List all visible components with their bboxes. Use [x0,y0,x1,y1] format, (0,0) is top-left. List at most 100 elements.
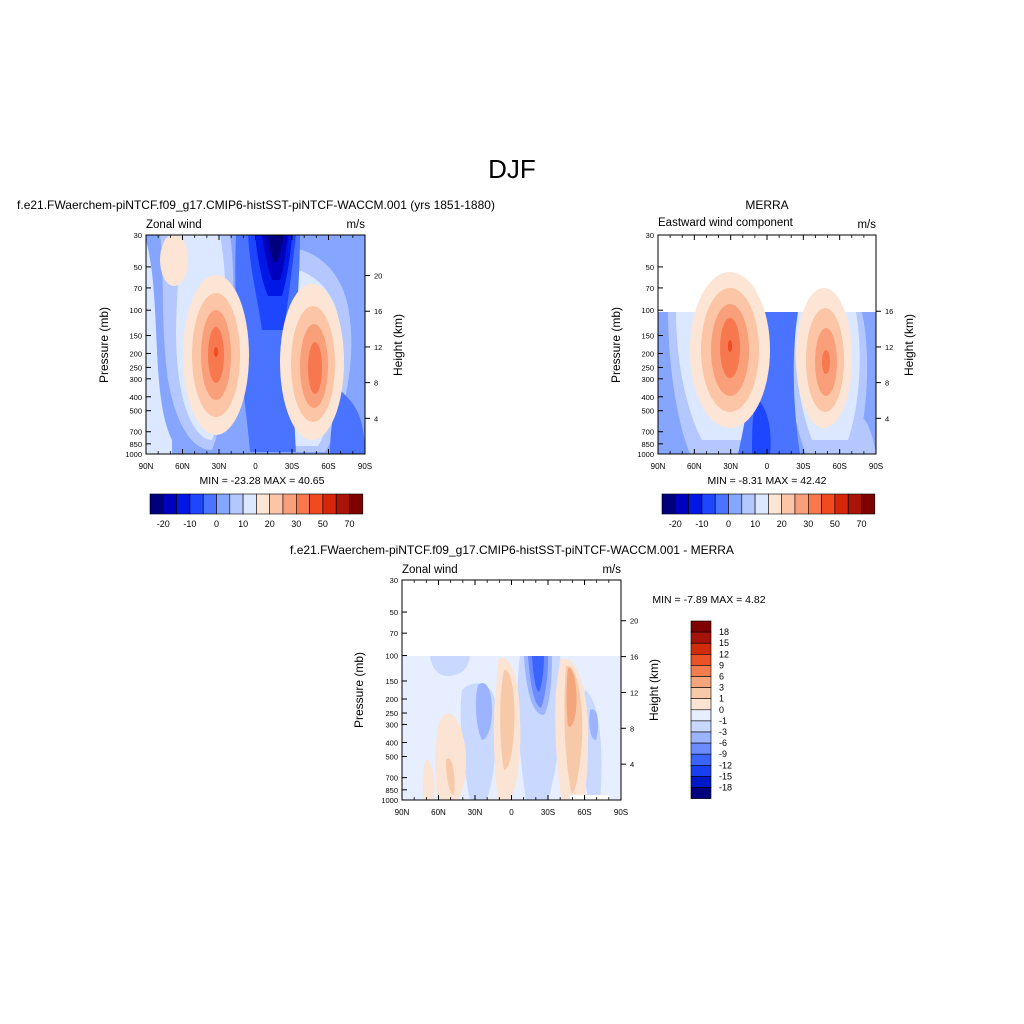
x-tick-label: 60N [687,462,702,471]
y-tick-label: 400 [385,739,398,748]
y-tick-label: 200 [641,349,654,358]
colorbar-swatch [690,665,712,677]
x-tick-label: 30N [212,462,227,471]
panel-diff-field [402,580,621,800]
panel-diff-axes: 90N 60N 30N 0 30S 60S 90S 30 50 70 100 150 200 250 300… [381,576,638,817]
colorbar-swatch [690,720,712,733]
y-tick-label: 30 [646,231,654,240]
y-tick-label: 500 [129,407,142,416]
colorbar-swatch [807,493,822,515]
y-tick-label: 50 [390,608,398,617]
y-tick-label: 150 [129,332,142,341]
colorbar-swatch [309,493,324,515]
colorbar-label: 20 [777,519,787,529]
field-band [422,759,435,800]
x-tick-label: 30S [796,462,810,471]
colorbar-swatch [768,493,783,515]
field-band [589,709,598,740]
x-tick-label: 90S [614,808,628,817]
colorbar-swatch [282,493,297,515]
panel-obs-title: MERRA [745,198,788,212]
y-tick-label: 200 [385,695,398,704]
colorbar-swatch [690,620,712,633]
colorbar-swatch [714,493,729,515]
y-tick-label: 300 [129,375,142,384]
y-tick-label: 30 [390,576,398,585]
panel-model-left-label: Zonal wind [146,219,202,231]
colorbar-swatch [794,493,809,515]
y-right-tick-label: 20 [374,272,382,281]
panel-diff: f.e21.FWaerchem-piNTCF.f09_g17.CMIP6-his… [290,543,766,817]
x-tick-label: 90N [395,808,410,817]
colorbar-swatch [690,709,712,722]
panel-obs-left-label: Eastward wind component [658,217,794,229]
colorbar-swatch [295,493,310,515]
jet-contour [822,350,830,374]
y-tick-label: 500 [641,407,654,416]
colorbar-label: 10 [750,519,760,529]
colorbar-swatch [674,493,689,515]
x-tick-label: 60N [175,462,190,471]
panel-model: f.e21.FWaerchem-piNTCF.f09_g17.CMIP6-his… [17,198,495,529]
field-band [500,669,515,770]
x-tick-label: 60S [321,462,335,471]
y-tick-label: 1000 [125,450,142,459]
colorbar-swatch [688,493,703,515]
colorbar-swatch [847,493,862,515]
y-tick-label: 100 [641,306,654,315]
y-tick-label: 150 [641,332,654,341]
field-band [752,400,771,454]
colorbar-swatch [189,493,204,515]
x-tick-label: 30S [285,462,299,471]
y-tick-label: 300 [385,720,398,729]
colorbar-swatch [256,493,270,515]
panel-model-minmax: MIN = -23.28 MAX = 40.65 [200,475,325,487]
colorbar-swatch [690,776,712,788]
colorbar-swatch [690,753,712,766]
jet-contour [160,235,188,286]
y-tick-label: 70 [390,629,398,638]
colorbar-swatch [690,642,712,655]
field-band [852,417,876,454]
x-tick-label: 90S [869,462,883,471]
field-band [146,240,172,454]
colorbar-swatch [163,493,177,515]
page-title: DJF [488,154,536,184]
colorbar-swatch [690,653,712,666]
panel-obs: MERRA Eastward wind component m/s 90N 60N… [609,198,916,529]
colorbar-swatch [202,493,217,515]
y-tick-label: 1000 [637,450,654,459]
panel-diff-title: f.e21.FWaerchem-piNTCF.f09_g17.CMIP6-his… [290,543,734,557]
colorbar-label: 20 [265,519,275,529]
colorbar-label: -3 [719,727,727,737]
field-band [435,713,466,800]
colorbar-label: -20 [669,519,682,529]
colorbar-label: -9 [719,749,727,759]
panel-model-ylabel-right: Height (km) [391,314,405,376]
x-tick-label: 30N [723,462,738,471]
y-tick-label: 400 [129,393,142,402]
x-tick-label: 90S [358,462,372,471]
jet-contour [308,342,322,394]
panel-obs-field [658,235,876,454]
field-band [566,667,577,727]
colorbar-label: 9 [719,660,724,670]
panel-model-field [146,235,365,454]
missing-region [658,235,876,312]
y-right-tick-label: 4 [630,760,634,769]
jet-contour [728,340,732,352]
x-tick-label: 0 [765,462,770,471]
x-tick-label: 90N [139,462,154,471]
x-tick-label: 30N [468,808,483,817]
colorbar-label: -10 [695,519,708,529]
y-tick-label: 500 [385,753,398,762]
y-right-tick-label: 16 [885,307,893,316]
panel-model-ylabel: Pressure (mb) [97,307,111,383]
colorbar-swatch [242,493,257,515]
colorbar-label: 50 [318,519,328,529]
colorbar-label: 3 [719,683,724,693]
colorbar-swatch [690,742,712,755]
data-gap [570,795,610,800]
panel-obs-minmax: MIN = -8.31 MAX = 42.42 [707,475,826,487]
colorbar-swatch [754,493,769,515]
